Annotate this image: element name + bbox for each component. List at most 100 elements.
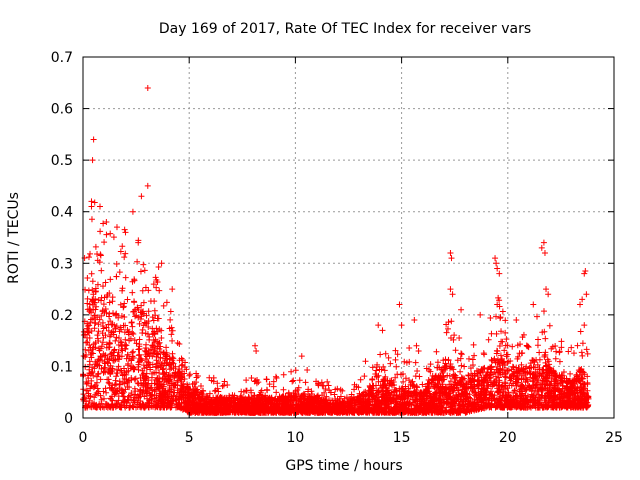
data-point-marker [491, 357, 498, 364]
data-point-marker [373, 374, 380, 381]
data-point-marker [100, 325, 107, 332]
data-point-marker [128, 376, 135, 383]
data-point-marker [509, 343, 516, 350]
data-point-marker [457, 355, 464, 362]
data-point-marker [384, 387, 391, 394]
data-point-marker [240, 406, 247, 413]
data-point-marker [108, 402, 115, 409]
data-point-marker [492, 373, 499, 380]
data-point-marker [245, 394, 252, 401]
data-point-marker [166, 325, 173, 332]
data-point-marker [354, 401, 361, 408]
data-point-marker [569, 384, 576, 391]
data-point-marker [439, 391, 446, 398]
data-point-marker [170, 389, 177, 396]
data-point-marker [214, 398, 221, 405]
data-point-marker [140, 261, 147, 268]
data-point-marker [151, 307, 158, 314]
data-point-marker [148, 393, 155, 400]
data-point-marker [551, 385, 558, 392]
data-point-marker [477, 390, 484, 397]
data-point-marker [536, 397, 543, 404]
data-point-marker [394, 351, 401, 358]
data-point-marker [378, 391, 385, 398]
data-point-marker [541, 385, 548, 392]
data-point-marker [97, 392, 104, 399]
data-point-marker [425, 406, 432, 413]
data-point-marker [534, 342, 541, 349]
data-point-marker [339, 387, 346, 394]
data-point-marker [160, 349, 167, 356]
data-point-marker [535, 385, 542, 392]
data-point-marker [150, 344, 157, 351]
data-point-marker [139, 329, 146, 336]
data-point-marker [166, 355, 173, 362]
data-point-marker [523, 342, 530, 349]
data-point-marker [582, 397, 589, 404]
data-point-marker [150, 317, 157, 324]
data-point-marker [181, 375, 188, 382]
data-point-marker [151, 400, 158, 406]
data-point-marker [88, 349, 95, 356]
data-point-marker [477, 370, 484, 377]
data-point-marker [276, 404, 283, 411]
data-point-marker [99, 319, 106, 326]
data-point-marker [369, 385, 376, 392]
data-point-marker [94, 385, 101, 392]
data-point-marker [91, 199, 98, 206]
data-point-marker [151, 331, 158, 338]
data-point-marker [331, 391, 338, 398]
data-point-marker [584, 393, 591, 400]
data-point-marker [518, 372, 525, 379]
data-point-marker [102, 385, 109, 392]
data-point-marker [178, 405, 185, 412]
data-point-marker [112, 337, 119, 344]
data-point-marker [106, 299, 113, 306]
data-point-marker [319, 392, 326, 399]
data-point-marker [285, 389, 292, 396]
data-point-marker [152, 398, 159, 405]
data-point-marker [402, 383, 409, 390]
data-point-marker [117, 404, 124, 411]
data-point-marker [121, 226, 128, 233]
data-point-marker [387, 360, 394, 367]
data-point-marker [91, 325, 98, 332]
data-point-marker [169, 337, 176, 344]
data-point-marker [131, 276, 138, 283]
data-point-marker [357, 376, 364, 383]
data-point-marker [444, 372, 451, 379]
data-point-marker [266, 381, 273, 388]
data-point-marker [211, 388, 218, 395]
data-point-marker [494, 369, 501, 376]
data-point-marker [291, 407, 298, 414]
data-point-marker [280, 386, 287, 393]
data-point-marker [495, 396, 502, 403]
data-point-marker [542, 349, 549, 356]
data-point-marker [115, 363, 122, 370]
data-point-marker [122, 336, 129, 343]
data-point-marker [99, 330, 106, 337]
data-point-marker [120, 304, 127, 311]
data-point-marker [565, 348, 572, 355]
data-point-marker [106, 340, 113, 347]
data-point-marker [549, 343, 556, 350]
data-point-marker [130, 354, 137, 361]
data-point-marker [275, 409, 282, 416]
data-point-marker [139, 367, 146, 374]
data-point-marker [135, 380, 142, 387]
data-point-marker [85, 254, 92, 261]
data-point-marker [375, 389, 382, 396]
data-point-marker [348, 408, 355, 415]
data-point-marker [113, 273, 120, 280]
data-point-marker [175, 401, 182, 408]
data-point-marker [394, 371, 401, 378]
data-point-marker [254, 394, 261, 401]
data-point-marker [180, 395, 187, 402]
data-point-marker [392, 386, 399, 393]
data-point-marker [83, 380, 90, 387]
data-point-marker [251, 378, 258, 385]
data-point-marker [503, 336, 510, 343]
data-point-marker [130, 308, 137, 315]
data-point-marker [212, 387, 219, 394]
